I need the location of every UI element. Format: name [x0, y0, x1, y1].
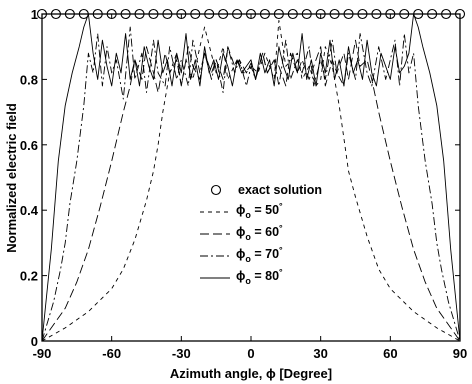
legend-label-70: ϕo = 70° [236, 245, 283, 264]
legend: exact solution ϕo = 50° ϕo = 60° ϕo = 70… [200, 183, 322, 286]
exact-solution-point [64, 8, 75, 20]
x-tick-label: 30 [313, 346, 327, 361]
exact-solution-point [357, 8, 368, 20]
x-tick-label: -90 [33, 346, 52, 361]
legend-marker-exact [210, 184, 222, 196]
exact-solution-point [441, 8, 452, 20]
y-axis-label: Normalized electric field [4, 103, 19, 253]
exact-solution-point [371, 8, 382, 20]
series-line-4 [41, 13, 461, 342]
y-tick-label: 1 [31, 7, 38, 22]
exact-solution-point [148, 8, 159, 20]
x-tick-label: 0 [247, 346, 254, 361]
exact-solution-point [190, 8, 201, 20]
exact-solution-point [232, 8, 243, 20]
exact-solution-point [301, 8, 312, 20]
exact-solution-point [259, 8, 270, 20]
exact-solution-point [287, 8, 298, 20]
y-tick-label: 0.2 [20, 269, 38, 284]
exact-solution-point [245, 8, 257, 20]
exact-solution-point [218, 8, 229, 20]
legend-label-exact: exact solution [238, 183, 322, 197]
exact-solution-point [273, 8, 284, 20]
exact-solution-point [176, 8, 187, 20]
exact-solution-point [134, 8, 145, 20]
exact-solution-point [204, 8, 215, 20]
exact-solution-point [120, 8, 131, 20]
exact-solution-point [106, 8, 117, 20]
exact-solution-point [399, 8, 410, 20]
exact-solution-point [427, 8, 438, 20]
legend-label-60: ϕo = 60° [236, 223, 283, 242]
exact-solution-point [162, 8, 173, 20]
exact-solution-point [50, 8, 61, 20]
y-tick-label: 0.4 [20, 203, 39, 218]
axis-tick-labels: -90 -60 -30 0 30 60 90 0 0.2 0.4 0.6 0.8 1 [20, 7, 467, 361]
series-line-2 [41, 39, 461, 342]
legend-label-50: ϕo = 50° [236, 201, 283, 220]
y-tick-label: 0 [31, 334, 38, 349]
exact-solution-point [454, 8, 466, 20]
legend-label-80: ϕo = 80° [236, 267, 283, 286]
exact-solution-point [315, 8, 326, 20]
exact-solution-point [36, 8, 48, 20]
exact-solution-point [92, 8, 103, 20]
series-layer [36, 8, 466, 342]
x-tick-label: -30 [172, 346, 191, 361]
exact-solution-point [385, 8, 396, 20]
y-tick-label: 0.6 [20, 138, 38, 153]
x-tick-label: -60 [102, 346, 121, 361]
x-tick-label: 90 [453, 346, 467, 361]
x-tick-label: 60 [383, 346, 397, 361]
exact-solution-point [343, 8, 354, 20]
y-tick-label: 0.8 [20, 72, 38, 87]
series-line-3 [41, 26, 461, 342]
x-axis-label: Azimuth angle, ϕ [Degree] [170, 366, 332, 381]
exact-solution-point [329, 8, 340, 20]
